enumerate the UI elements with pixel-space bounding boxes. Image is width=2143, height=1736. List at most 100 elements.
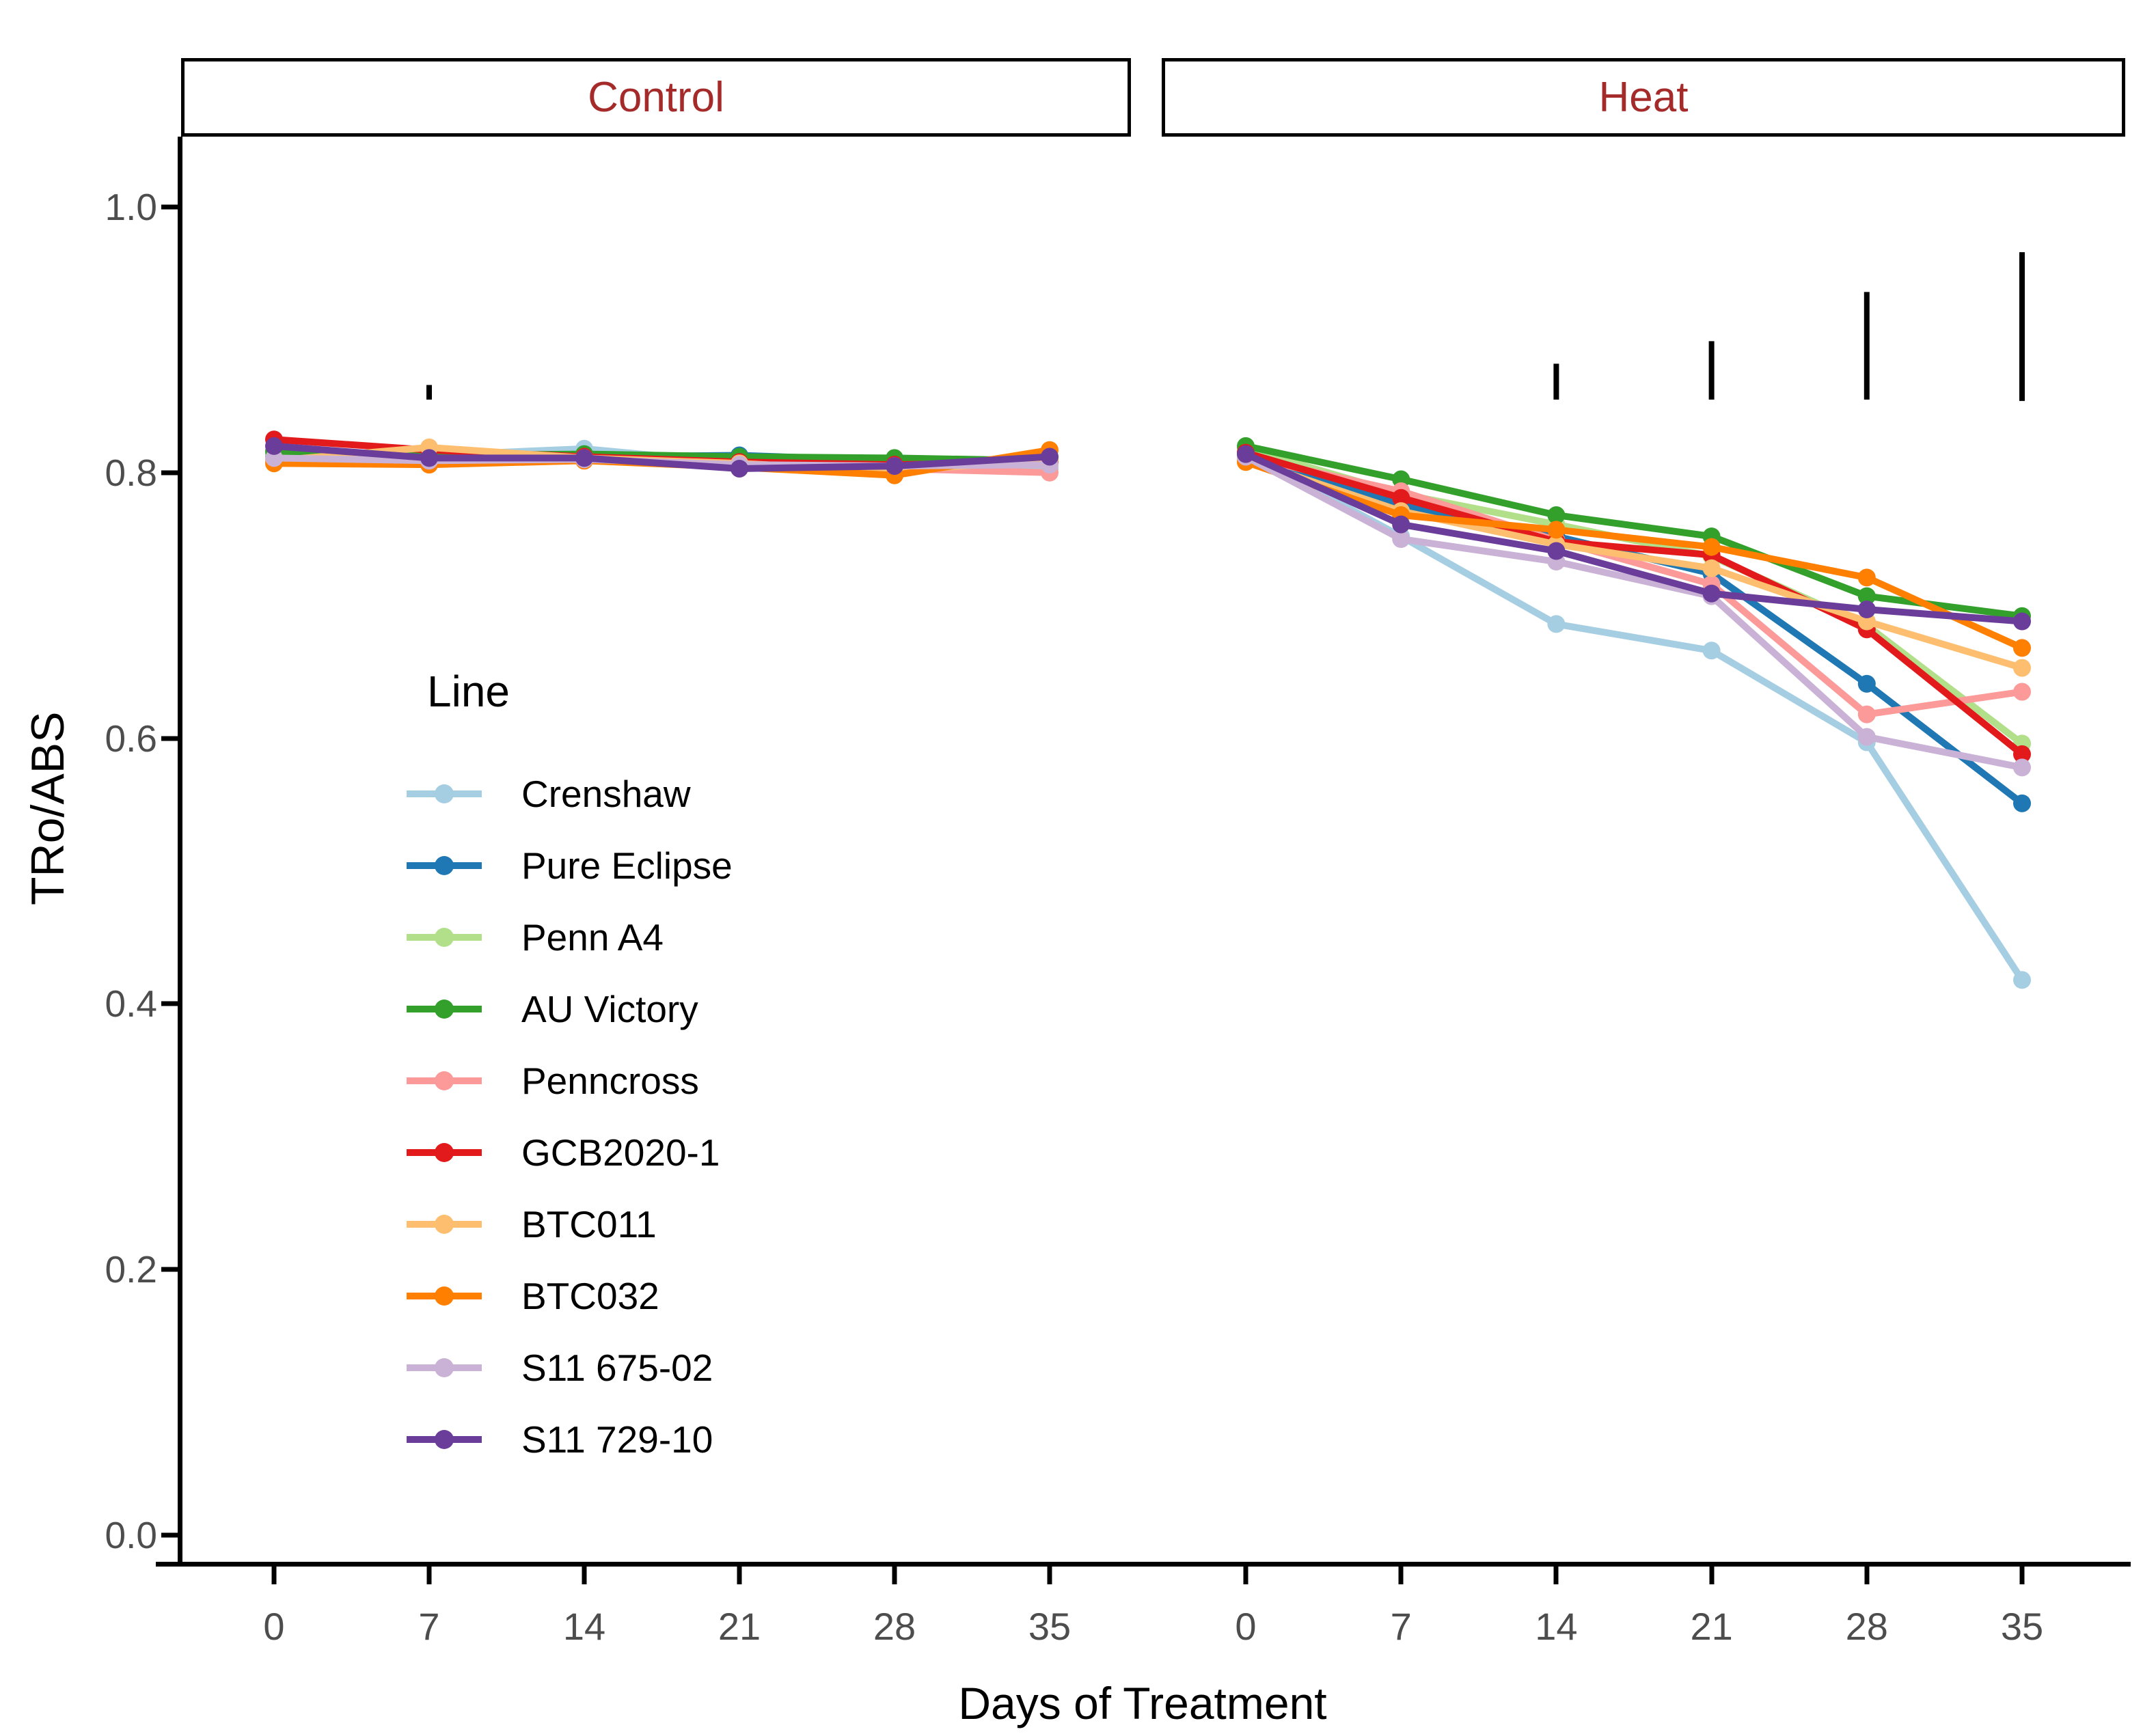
legend-label: BTC032 [521, 1274, 659, 1317]
data-point-s11-729-10-day-28 [886, 457, 903, 476]
data-point-penncross-day-28 [1857, 705, 1876, 724]
series-line-penncross [1242, 453, 2025, 718]
x-tick-mark [582, 1567, 587, 1584]
legend-label: Crenshaw [521, 772, 691, 815]
x-tick-label-control-0: 0 [263, 1605, 285, 1648]
data-point-btc032-day-28 [1857, 568, 1876, 587]
data-point-penncross-day-35 [2013, 683, 2031, 701]
data-point-s11-729-10-day-14 [575, 449, 593, 467]
x-tick-mark [271, 1567, 277, 1584]
series-s11-729-10 [1237, 445, 2031, 631]
legend-key-dot [435, 1142, 454, 1162]
x-axis-title: Days of Treatment [958, 1678, 1327, 1728]
legend-label: Pure Eclipse [521, 844, 733, 887]
legend-label: Penncross [521, 1059, 699, 1102]
x-tick-label-control-7: 7 [418, 1605, 440, 1648]
legend-entry-crenshaw: Crenshaw [407, 758, 830, 829]
facet-strip-control-label: Control [588, 74, 724, 121]
series-line-au-victory [1242, 442, 2025, 620]
y-tick-label-0.0: 0.0 [105, 1514, 157, 1556]
legend-key-icon [407, 1357, 482, 1379]
legend-entry-penn-a4: Penn A4 [407, 901, 830, 973]
legend-entry-pure-eclipse: Pure Eclipse [407, 829, 830, 901]
legend-title: Line [427, 667, 510, 716]
legend-label: S11 675-02 [521, 1346, 713, 1389]
series-line-s11-729-10 [271, 442, 1053, 472]
data-point-pure-eclipse-day-35 [2013, 794, 2031, 812]
panel-heat-plot [1237, 252, 2031, 989]
y-tick-label-0.6: 0.6 [105, 717, 157, 760]
data-point-s11-729-10-day-35 [2013, 612, 2031, 631]
x-tick-label-heat-14: 14 [1535, 1605, 1578, 1648]
y-axis-title: TRo/ABS [22, 711, 74, 905]
x-tick-mark [1864, 1567, 1870, 1584]
x-tick-label-heat-7: 7 [1390, 1605, 1412, 1648]
data-point-au-victory-day-28 [1857, 587, 1876, 605]
data-point-s11-729-10-day-21 [731, 459, 748, 478]
legend-label: Penn A4 [521, 915, 664, 959]
data-point-gcb2020-1-day-7 [1392, 488, 1410, 507]
legend-entry-s11-675-02: S11 675-02 [407, 1332, 830, 1403]
legend-key-dot [435, 1214, 454, 1234]
legend-entries: Crenshaw Pure Eclipse Penn A4 AU Victory Pen… [407, 758, 830, 1475]
y-tick-mark [161, 1001, 179, 1006]
data-point-s11-729-10-day-28 [1857, 601, 1876, 619]
x-tick-label-control-21: 21 [718, 1605, 761, 1648]
y-tick-label-1.0: 1.0 [105, 186, 157, 228]
legend-key-icon [407, 926, 482, 948]
x-tick-label-heat-35: 35 [2000, 1605, 2044, 1648]
legend-key-icon [407, 1429, 482, 1450]
legend-label: S11 729-10 [521, 1418, 713, 1461]
data-point-crenshaw-day-21 [1702, 642, 1721, 660]
data-point-s11-729-10-day-21 [1702, 584, 1721, 603]
x-tick-mark [1398, 1567, 1404, 1584]
facet-strip-heat-label: Heat [1598, 74, 1689, 121]
data-point-s11-675-02-day-35 [2013, 758, 2031, 777]
legend-key-dot [435, 1286, 454, 1306]
data-point-s11-729-10-day-0 [1237, 445, 1255, 463]
legend-key-dot [435, 1429, 454, 1449]
legend-key-icon [407, 998, 482, 1020]
y-tick-label-0.2: 0.2 [105, 1248, 157, 1291]
legend-key-dot [435, 999, 454, 1019]
y-tick-label-0.4: 0.4 [105, 982, 157, 1025]
x-tick-mark [1553, 1567, 1559, 1584]
data-point-s11-675-02-day-28 [1857, 728, 1876, 746]
data-point-s11-729-10-day-0 [265, 437, 283, 455]
data-point-s11-729-10-day-35 [1041, 447, 1059, 466]
y-axis-line [178, 137, 182, 1567]
data-point-btc032-day-21 [1702, 538, 1721, 556]
data-point-gcb2020-1-day-35 [2013, 745, 2031, 763]
y-tick-mark [161, 736, 179, 741]
x-tick-mark [2019, 1567, 2025, 1584]
x-tick-label-control-35: 35 [1028, 1605, 1072, 1648]
x-tick-label-heat-21: 21 [1690, 1605, 1733, 1648]
series-line-s11-729-10 [1242, 450, 2025, 625]
x-tick-mark [426, 1567, 432, 1584]
data-point-btc032-day-14 [1547, 521, 1566, 539]
legend-key-dot [435, 855, 454, 875]
series-line-gcb2020-1 [1242, 449, 2025, 758]
legend-key-icon [407, 783, 482, 805]
x-tick-mark [892, 1567, 897, 1584]
data-point-s11-675-02-day-7 [1392, 530, 1410, 548]
series-line-btc011 [1242, 456, 2025, 672]
x-tick-label-heat-0: 0 [1235, 1605, 1257, 1648]
y-tick-mark [161, 1532, 179, 1538]
panel-control-plot [265, 385, 1059, 484]
series-au-victory [1237, 437, 2031, 625]
legend-key-icon [407, 1285, 482, 1307]
x-tick-label-control-14: 14 [562, 1605, 606, 1648]
legend-key-icon [407, 1213, 482, 1235]
legend-key-dot [435, 1071, 454, 1090]
legend-key-icon [407, 1142, 482, 1163]
data-point-btc011-day-21 [1702, 559, 1721, 577]
data-point-crenshaw-day-14 [1547, 615, 1566, 633]
y-tick-mark [161, 470, 179, 476]
data-point-btc032-day-35 [2013, 639, 2031, 657]
data-point-pure-eclipse-day-28 [1857, 674, 1876, 693]
series-s11-729-10 [265, 437, 1059, 478]
y-tick-mark [161, 204, 179, 210]
x-tick-label-control-28: 28 [873, 1605, 916, 1648]
